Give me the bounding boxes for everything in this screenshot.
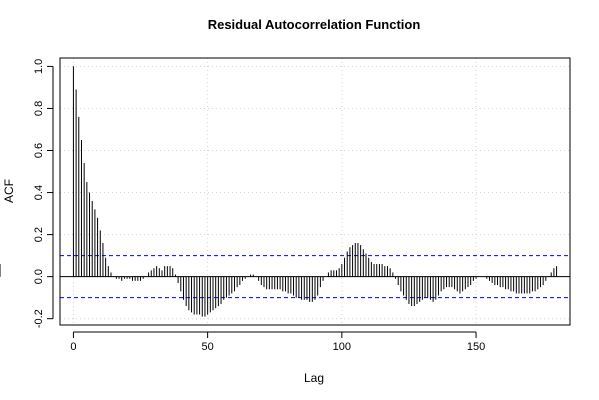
- x-tick-label: 150: [467, 341, 485, 353]
- plot-frame: [59, 57, 571, 326]
- x-axis-label: Lag: [304, 371, 324, 385]
- y-tick-label: 0.4: [33, 185, 45, 200]
- x-tick-label: 0: [70, 341, 76, 353]
- acf-bars: [0, 66, 558, 317]
- y-tick-label: 1.0: [33, 59, 45, 74]
- y-tick-label: 0.8: [33, 101, 45, 116]
- y-tick-label: 0.2: [33, 227, 45, 242]
- y-tick-label: 0.6: [33, 143, 45, 158]
- y-tick-label: -0.2: [33, 309, 45, 328]
- x-tick-label: 50: [202, 341, 214, 353]
- x-tick-label: 100: [333, 341, 351, 353]
- y-axis-label: ACF: [2, 179, 16, 203]
- chart-title: Residual Autocorrelation Function: [208, 17, 421, 32]
- axes: 0 50 100 150 -0.2 0.0 0.2 0.4 0.6 0.8 1.0: [33, 59, 570, 353]
- y-tick-label: 0.0: [33, 269, 45, 284]
